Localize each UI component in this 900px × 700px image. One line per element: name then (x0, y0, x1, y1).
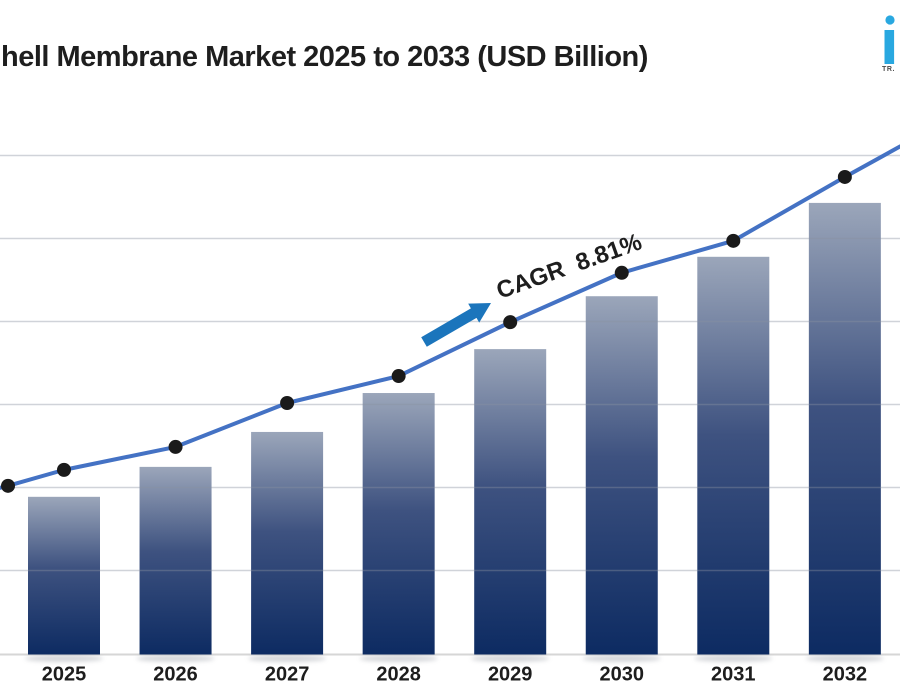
x-axis-label-2026: 2026 (153, 664, 198, 686)
cagr-arrow-icon (421, 303, 491, 347)
data-point-2027 (280, 396, 295, 411)
data-point-2026 (168, 439, 183, 454)
data-point-left-edge (1, 478, 15, 493)
data-point-2025 (57, 462, 71, 477)
x-axis-labels: 2025 2026 2027 2028 2029 2030 2031 2032 (42, 664, 867, 686)
bar-shadows (25, 655, 884, 662)
bar-series (28, 202, 881, 655)
bar-2028 (362, 393, 435, 655)
brand-tr-label: TR. (882, 66, 896, 73)
brand-i-dot (885, 15, 895, 25)
x-axis-label-2028: 2028 (376, 664, 421, 686)
trend-series (0, 144, 900, 493)
bar-shadow-2029 (471, 655, 550, 662)
brand-logo: TR. (880, 14, 900, 78)
bar-shadow-2030 (582, 655, 661, 662)
bar-shadow-2025 (25, 655, 103, 662)
brand-i-icon (884, 15, 895, 64)
brand-i-stem (884, 30, 895, 64)
bar-shadow-2028 (359, 655, 438, 662)
bar-2025 (28, 496, 100, 655)
x-axis-label-2031: 2031 (711, 664, 756, 686)
data-point-2032 (837, 169, 852, 184)
bar-2032 (808, 202, 881, 655)
bar-shadow-2032 (805, 655, 884, 662)
bar-shadow-2027 (248, 655, 327, 662)
bar-2030 (585, 296, 658, 655)
x-axis-label-2027: 2027 (265, 664, 310, 686)
x-axis-label-2029: 2029 (488, 664, 533, 686)
bar-2026 (139, 466, 212, 655)
x-axis-label-2032: 2032 (823, 664, 868, 686)
bar-shadow-2031 (694, 655, 773, 662)
data-point-2028 (391, 369, 406, 384)
bar-2031 (697, 256, 770, 655)
data-point-2030 (614, 265, 629, 280)
data-point-2031 (726, 233, 741, 248)
data-point-2029 (503, 315, 518, 330)
bar-2029 (474, 349, 547, 655)
x-axis-label-2030: 2030 (600, 664, 645, 686)
bar-shadow-2026 (136, 655, 215, 662)
x-axis-label-2025: 2025 (42, 664, 87, 686)
chart-title: hell Membrane Market 2025 to 2033 (USD B… (1, 41, 648, 73)
bar-2027 (251, 431, 324, 655)
